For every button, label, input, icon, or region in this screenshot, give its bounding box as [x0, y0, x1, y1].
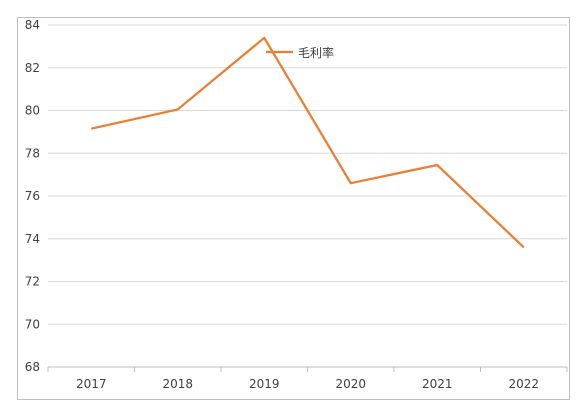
x-tick-label-2018: 2018 [162, 377, 193, 391]
y-axis-tick-labels: 68 70 72 74 76 78 80 82 84 [25, 18, 40, 374]
x-tick-label-2017: 2017 [76, 377, 107, 391]
x-axis-tick-labels: 2017 2018 2019 2020 2021 2022 [76, 377, 539, 391]
gridlines [48, 24, 567, 325]
y-tick-label-68: 68 [25, 360, 40, 374]
legend: 毛利率 [266, 45, 334, 60]
y-tick-label-76: 76 [25, 189, 40, 203]
series-line-0 [91, 36, 525, 249]
y-tick-label-78: 78 [25, 146, 40, 160]
y-tick-label-74: 74 [25, 232, 40, 246]
series-group [91, 36, 525, 249]
y-tick-label-82: 82 [25, 61, 40, 75]
legend-label: 毛利率 [298, 45, 334, 60]
x-tick-label-2019: 2019 [249, 377, 280, 391]
x-axis [47, 366, 568, 372]
x-tick-label-2022: 2022 [508, 377, 539, 391]
y-tick-label-70: 70 [25, 317, 40, 331]
y-tick-label-84: 84 [25, 18, 40, 32]
x-tick-label-2021: 2021 [422, 377, 453, 391]
x-tick-label-2020: 2020 [335, 377, 366, 391]
chart-frame [17, 17, 570, 400]
y-tick-label-72: 72 [25, 275, 40, 289]
y-tick-label-80: 80 [25, 104, 40, 118]
